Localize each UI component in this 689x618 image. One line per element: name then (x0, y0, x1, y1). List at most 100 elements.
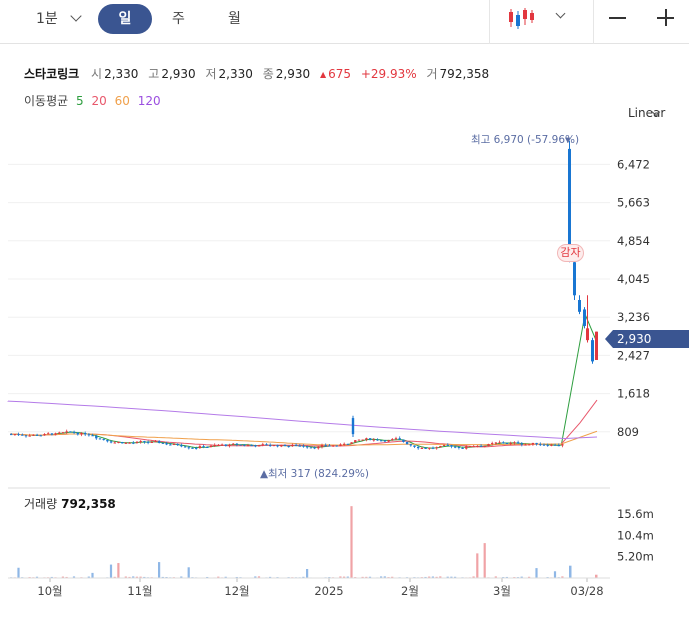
candle-body (376, 439, 379, 441)
volume-bar (424, 576, 427, 578)
gamja-badge[interactable]: 감자 (557, 244, 584, 262)
chart-grid (8, 163, 610, 433)
timeframe-day-button[interactable]: 일 (98, 4, 152, 34)
volume-bar (139, 576, 142, 578)
candle-body (351, 418, 355, 435)
time-tick-label: 12월 (224, 584, 249, 598)
minus-icon[interactable] (609, 17, 626, 19)
volume-bar (254, 576, 257, 578)
candle-body (183, 446, 187, 448)
candle-body (206, 446, 209, 448)
candle-body (17, 434, 20, 436)
volume-bar (306, 568, 309, 578)
candle-body (357, 439, 361, 441)
time-tick-label: 11월 (127, 584, 152, 598)
candle-body (21, 434, 24, 436)
candle-body (235, 443, 239, 445)
candle-body (172, 443, 176, 445)
candle-body (450, 445, 453, 447)
stock-name: 스타코링크 (24, 67, 80, 81)
candle-body (176, 443, 179, 446)
candle-body (439, 445, 442, 448)
toolbar-divider (593, 0, 594, 44)
candle-body (454, 446, 457, 448)
moving-average-line (7, 400, 598, 440)
candle-body (61, 432, 65, 434)
candle-body (287, 446, 290, 448)
volume-bar (520, 576, 523, 578)
volume-bar (91, 572, 94, 578)
candle-body (250, 445, 253, 447)
candle-body (479, 445, 483, 447)
candle-body (169, 444, 172, 446)
candle-body (28, 435, 31, 437)
candle-body (435, 447, 438, 449)
close-value: 2,930 (275, 67, 311, 81)
candle-body (143, 441, 146, 443)
ma-label: 이동평균 (24, 94, 69, 108)
candle-body (324, 445, 327, 447)
price-tick-label: 4,045 (617, 272, 650, 286)
candle-body (65, 431, 68, 433)
volume-bar (269, 576, 272, 578)
candle-body (542, 444, 546, 446)
timeframe-minute-button[interactable]: 1분 (36, 11, 58, 27)
candle-body (291, 444, 294, 447)
candle-body (472, 446, 475, 448)
volume-bar (431, 576, 434, 578)
time-tick-label: 03/28 (570, 584, 603, 598)
volume-bar (450, 576, 453, 578)
timeframe-week-button[interactable]: 주 (172, 11, 185, 27)
price-axis: 6,472 5,663 4,854 4,045 3,236 2,427 1,618 809 (617, 157, 650, 438)
volume-tick-label: 15.6m (617, 507, 654, 521)
candle-body (106, 440, 109, 442)
volume-bar (439, 576, 442, 578)
candle-body (135, 441, 139, 443)
low-annotation: 최저 317 (824.29%) (268, 468, 369, 480)
candle-body (350, 442, 353, 444)
candle-body (132, 442, 135, 444)
volume-bar (257, 576, 261, 578)
candle-body (209, 445, 213, 448)
candle-body (161, 442, 165, 444)
volume-axis: 15.6m 10.4m 5.20m (617, 507, 654, 564)
volume-label: 거 (426, 67, 438, 81)
volume-bar (494, 576, 497, 578)
volume-bar (339, 576, 342, 578)
candle-body (398, 438, 401, 440)
volume-panel-title: 거래량 792,358 (24, 495, 116, 512)
scale-select[interactable]: Linear (628, 106, 666, 120)
candle-body (561, 444, 564, 446)
candle-body (550, 444, 553, 446)
candle-body (224, 444, 227, 446)
candle-body (573, 262, 576, 296)
candle-body (446, 444, 449, 446)
candle-body (269, 445, 272, 447)
moving-average-legend[interactable]: 이동평균 5 20 60 120 (24, 92, 165, 109)
candle-body (24, 435, 28, 437)
candle-body (524, 444, 527, 446)
volume-bar (224, 576, 227, 578)
timeframe-month-button[interactable]: 월 (228, 11, 241, 27)
price-tick-label: 3,236 (617, 310, 650, 324)
volume-panel-value: 792,358 (61, 497, 116, 511)
candle-body (254, 445, 257, 447)
candle-body (343, 443, 346, 445)
candle-body (528, 444, 531, 446)
volume-bar (72, 576, 76, 578)
time-tick-label: 3월 (493, 584, 511, 598)
moving-average-line (10, 399, 598, 448)
candle-body (32, 434, 35, 436)
candle-body (76, 432, 79, 435)
current-price-tag: 2,930 (605, 330, 689, 348)
volume-bar (158, 562, 161, 578)
candle-body (165, 443, 168, 445)
volume-bar (365, 576, 368, 578)
candlestick-icon[interactable] (508, 7, 536, 31)
volume-bar (595, 574, 598, 578)
volume-bar (505, 576, 508, 578)
plus-icon[interactable] (657, 9, 674, 26)
candle-body (158, 441, 161, 443)
candle-body (139, 441, 142, 443)
